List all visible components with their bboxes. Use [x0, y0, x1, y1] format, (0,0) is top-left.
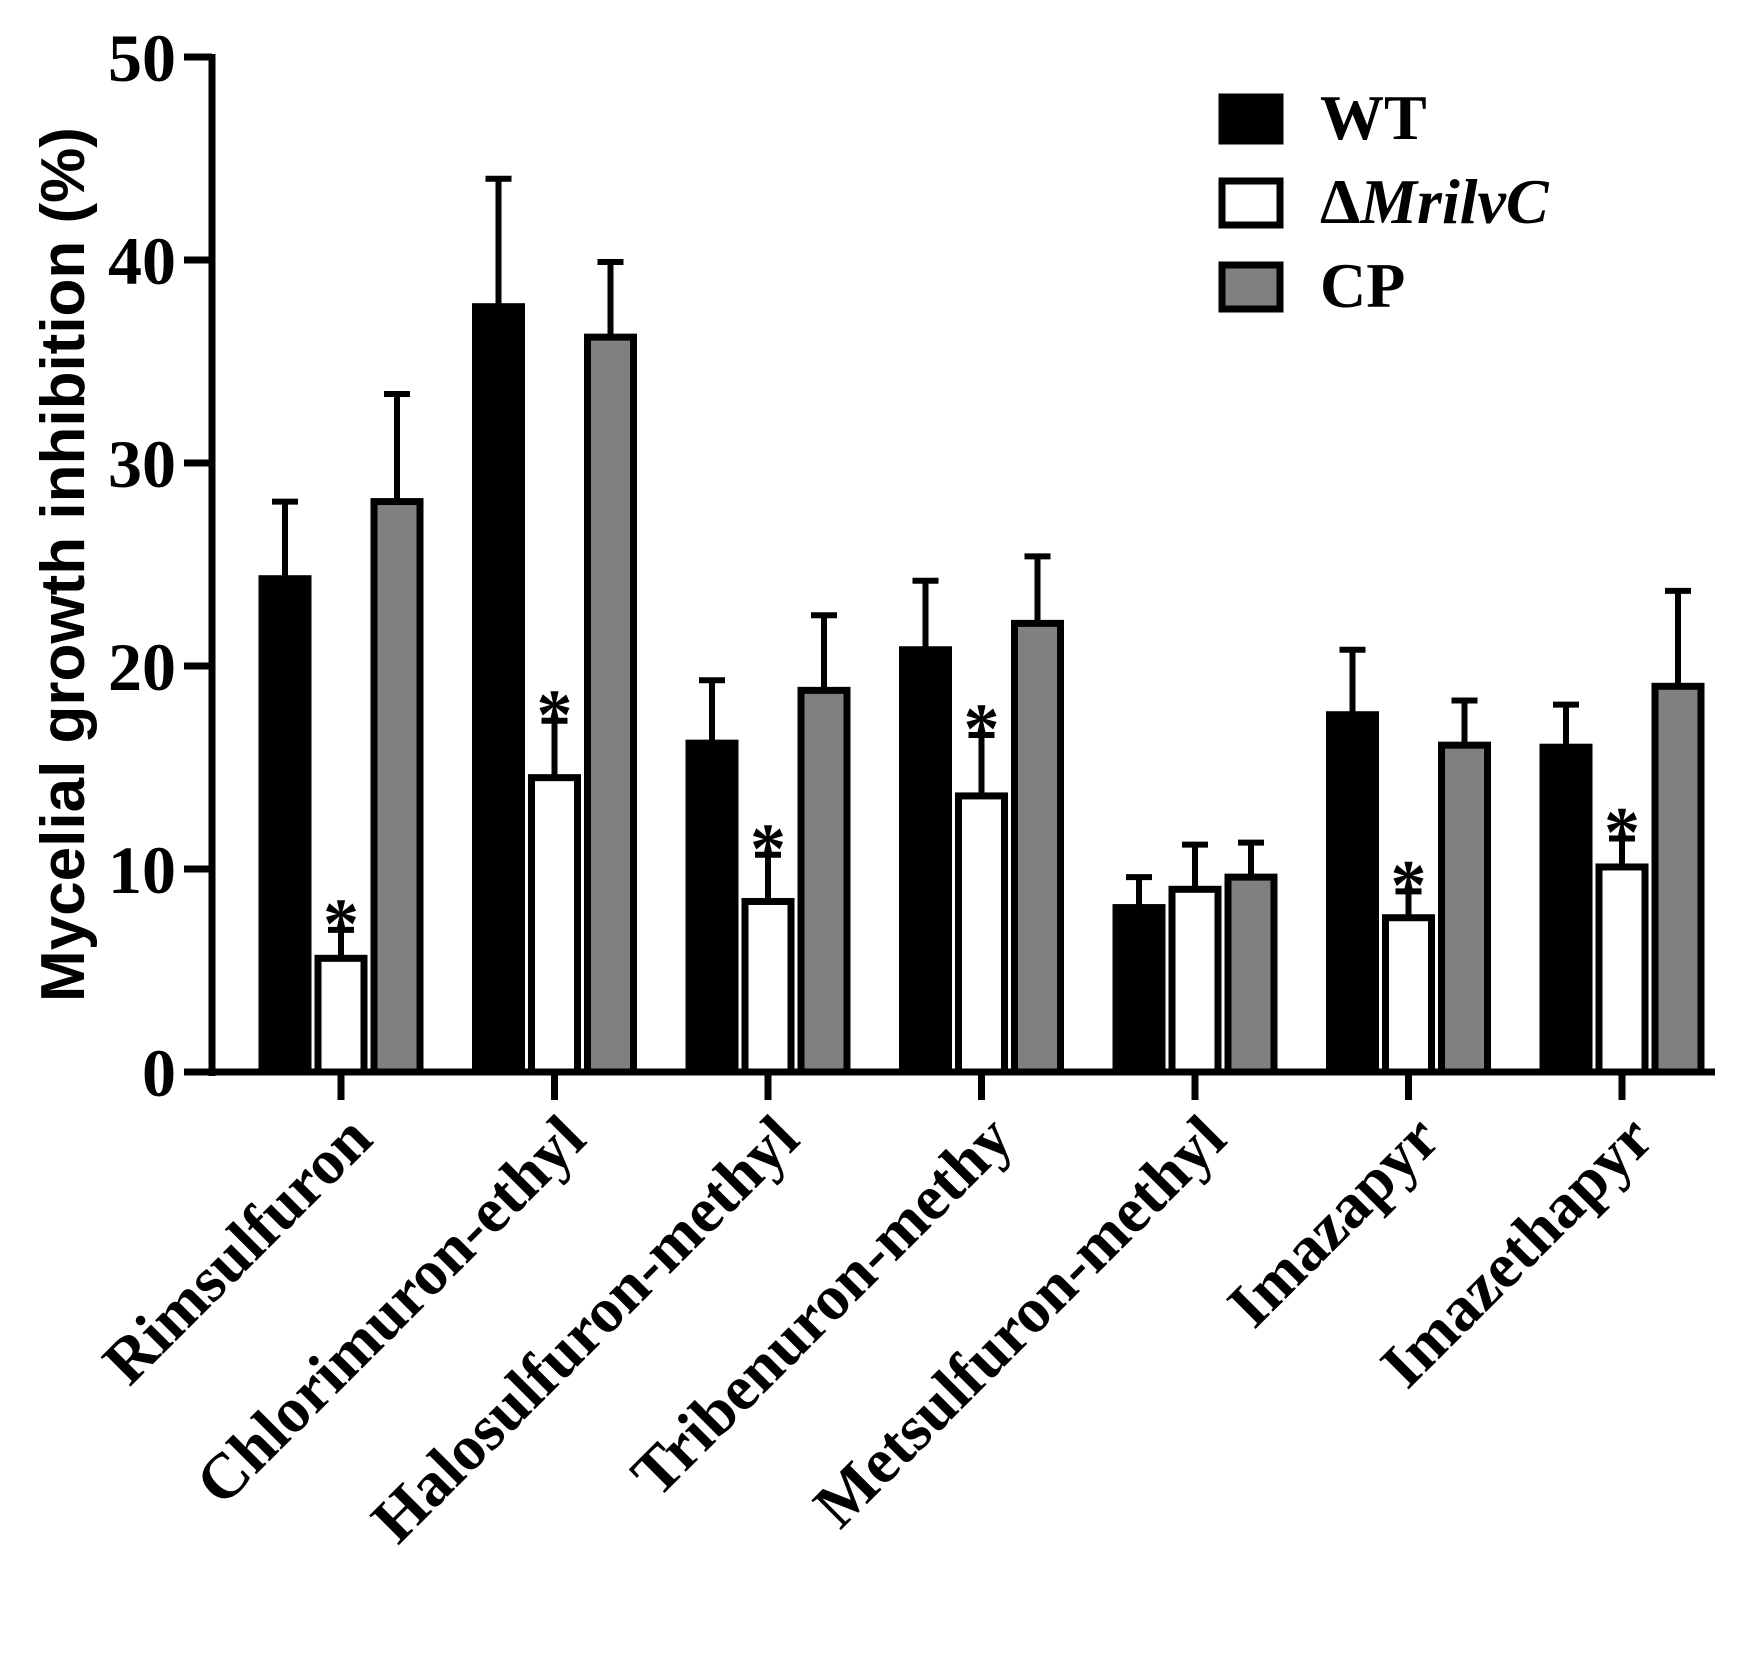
y-tick-label: 0 — [142, 1035, 176, 1111]
bar-2-5 — [1438, 741, 1491, 1076]
y-tick-label: 50 — [108, 20, 176, 96]
bar-2-6 — [1651, 682, 1705, 1076]
bar-2-4 — [1224, 873, 1278, 1076]
x-tick-label: Metsulfuron-methyl — [800, 1102, 1239, 1541]
bar-0-3 — [899, 646, 952, 1076]
bar-1-0 — [314, 954, 368, 1076]
bar-0-1 — [472, 303, 525, 1076]
bar-0-4 — [1112, 904, 1166, 1076]
axes-layer — [184, 53, 1715, 1100]
y-tick-label: 20 — [108, 629, 176, 705]
legend-swatch-0 — [1218, 93, 1284, 145]
legend-label-0: WT — [1320, 82, 1427, 153]
bar-2-0 — [370, 498, 424, 1076]
bars-layer — [258, 175, 1705, 1076]
x-tick-label: Halosulfuron-methyl — [358, 1102, 812, 1556]
legend-swatch-2 — [1218, 261, 1284, 313]
bar-1-3 — [955, 792, 1008, 1076]
bar-2-1 — [584, 333, 637, 1076]
legend: WT ΔMrilvC CP — [1218, 82, 1550, 321]
bar-1-1 — [528, 774, 581, 1076]
significance-marker: * — [750, 809, 786, 889]
legend-label-2: CP — [1320, 250, 1405, 321]
bar-0-5 — [1326, 711, 1379, 1076]
y-tick-label: 40 — [108, 223, 176, 299]
bar-0-2 — [685, 739, 739, 1076]
significance-marker: * — [323, 884, 359, 964]
y-axis-title: Mycelial growth inhibition (%) — [29, 127, 98, 1002]
significance-marker: * — [1391, 845, 1427, 925]
significance-marker: * — [964, 689, 1000, 769]
x-tick-label: Chlorimuron-ethyl — [182, 1102, 598, 1518]
bar-2-3 — [1011, 619, 1064, 1076]
bar-1-4 — [1168, 885, 1222, 1076]
y-tick-label: 30 — [108, 426, 176, 502]
bar-1-2 — [741, 897, 795, 1076]
bar-0-6 — [1539, 743, 1593, 1076]
bar-2-2 — [797, 686, 851, 1076]
legend-label-1: ΔMrilvC — [1320, 166, 1550, 237]
x-tick-label: Tribenuron-methy — [617, 1102, 1025, 1510]
bar-1-6 — [1595, 863, 1649, 1076]
legend-swatch-1 — [1218, 177, 1284, 229]
y-tick-label: 10 — [108, 832, 176, 908]
significance-marker: * — [1604, 793, 1640, 873]
bar-1-5 — [1382, 914, 1435, 1076]
significance-marker: * — [537, 675, 573, 755]
bar-0-0 — [258, 575, 312, 1076]
